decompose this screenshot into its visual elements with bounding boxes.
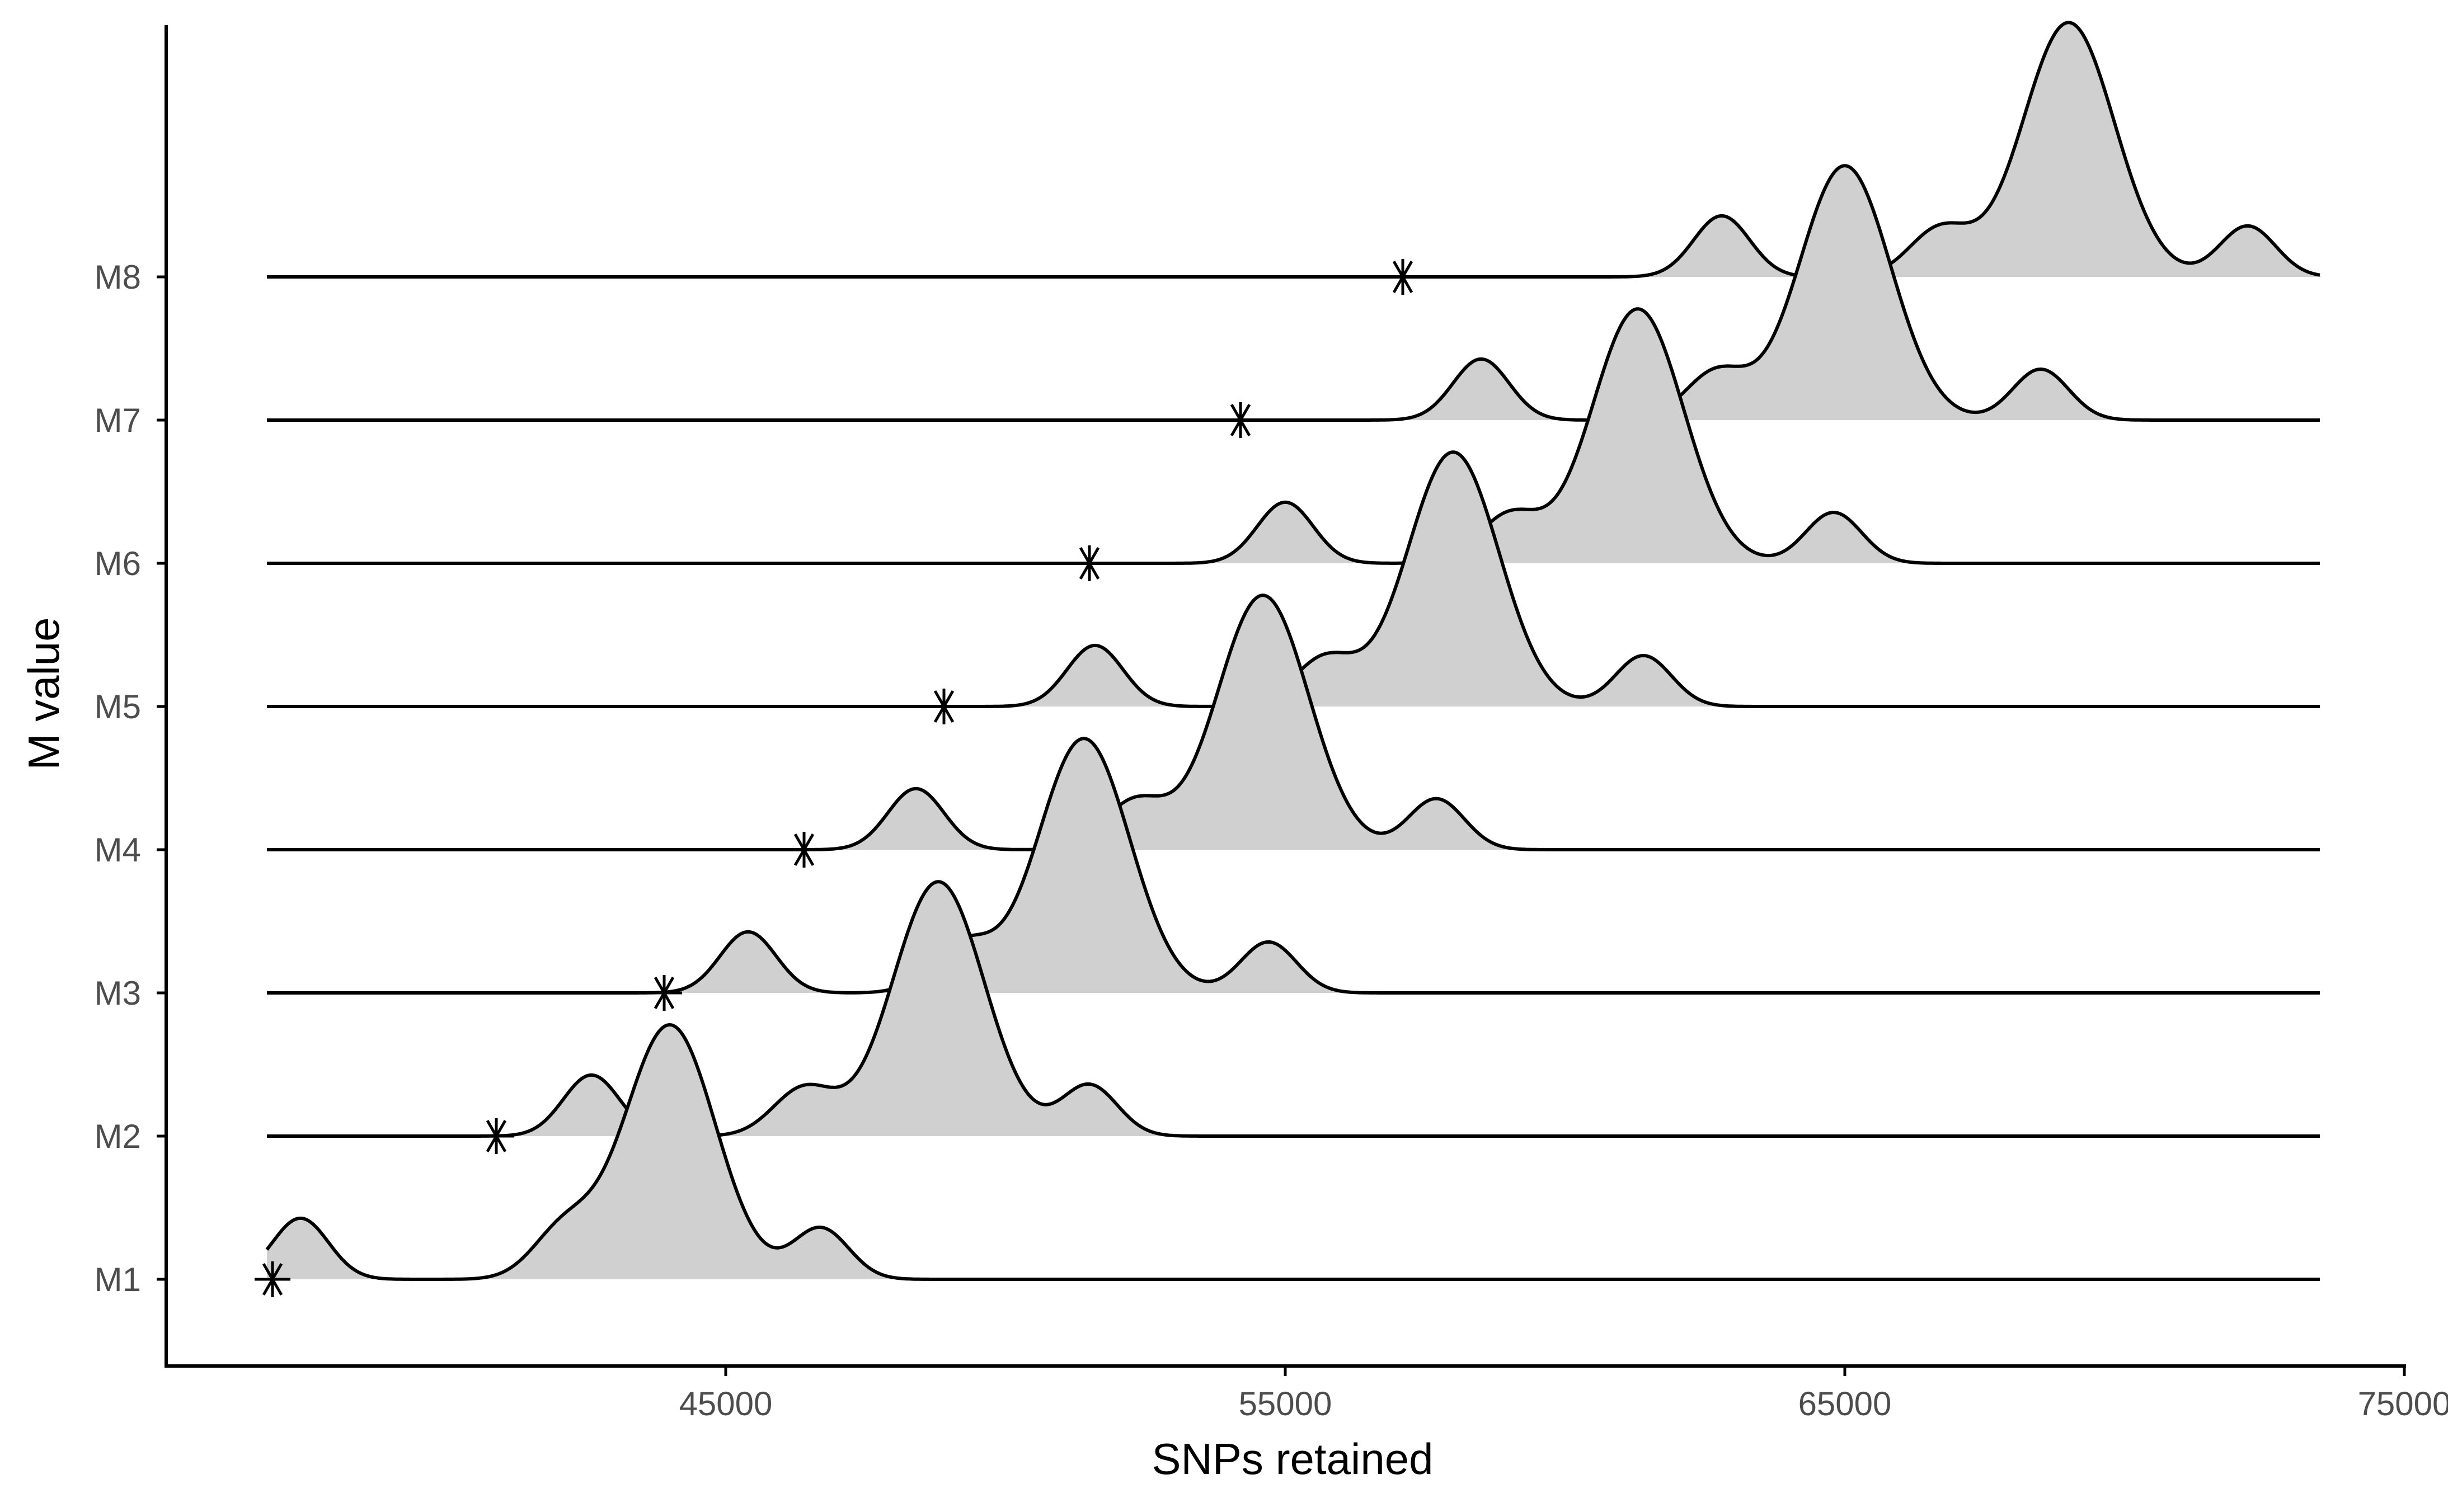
ridge-m8: [267, 21, 2321, 295]
y-tick-label: M5: [95, 688, 141, 726]
y-tick-label: M7: [95, 402, 141, 439]
y-ticks: M8 M7 M6 M5 M4 M3 M2 M1: [95, 258, 166, 1298]
ridge-line: [267, 880, 2320, 1138]
ridge-m3: [267, 737, 2321, 1011]
y-tick-label: M6: [95, 545, 141, 582]
ridge-fill: [267, 22, 2321, 277]
ridge-m7: [267, 164, 2321, 438]
ridge-line: [267, 307, 2320, 565]
ridge-line: [267, 164, 2320, 422]
asterisk-marker: [646, 975, 682, 1011]
ridge-fill: [267, 595, 2321, 850]
y-tick-label: M8: [95, 258, 141, 296]
x-tick-label: 65000: [1798, 1385, 1892, 1422]
y-tick-label: M2: [95, 1118, 141, 1155]
ridge-fill: [267, 1025, 2321, 1279]
ridge-m1: [255, 1023, 2321, 1297]
ridge-line: [267, 594, 2320, 851]
x-axis-title: SNPs retained: [1152, 1434, 1434, 1483]
y-tick-label: M3: [95, 974, 141, 1012]
ridge-fill: [267, 309, 2321, 563]
asterisk-marker: [255, 1261, 290, 1297]
ridge-fill: [267, 882, 2321, 1136]
x-tick-label: 45000: [679, 1385, 773, 1422]
ridge-line: [265, 1023, 2320, 1281]
asterisk-marker: [1072, 545, 1107, 581]
ridge-fill: [267, 166, 2321, 420]
ridge-m4: [267, 594, 2321, 868]
ridges: [255, 21, 2321, 1297]
x-tick-label: 55000: [1239, 1385, 1332, 1422]
ridge-m2: [267, 880, 2321, 1154]
asterisk-marker: [786, 832, 822, 868]
y-tick-label: M4: [95, 831, 141, 869]
x-tick-label: 75000: [2358, 1385, 2448, 1422]
ridge-line: [267, 21, 2320, 279]
asterisk-marker: [1385, 259, 1421, 295]
ridge-m6: [267, 307, 2321, 581]
y-axis-title: M value: [19, 617, 68, 770]
x-ticks: 45000 55000 65000 75000: [679, 1366, 2448, 1422]
ridge-line: [267, 737, 2320, 995]
y-tick-label: M1: [95, 1261, 141, 1298]
asterisk-marker: [926, 689, 962, 724]
asterisk-marker: [1223, 402, 1258, 438]
asterisk-marker: [478, 1118, 514, 1154]
